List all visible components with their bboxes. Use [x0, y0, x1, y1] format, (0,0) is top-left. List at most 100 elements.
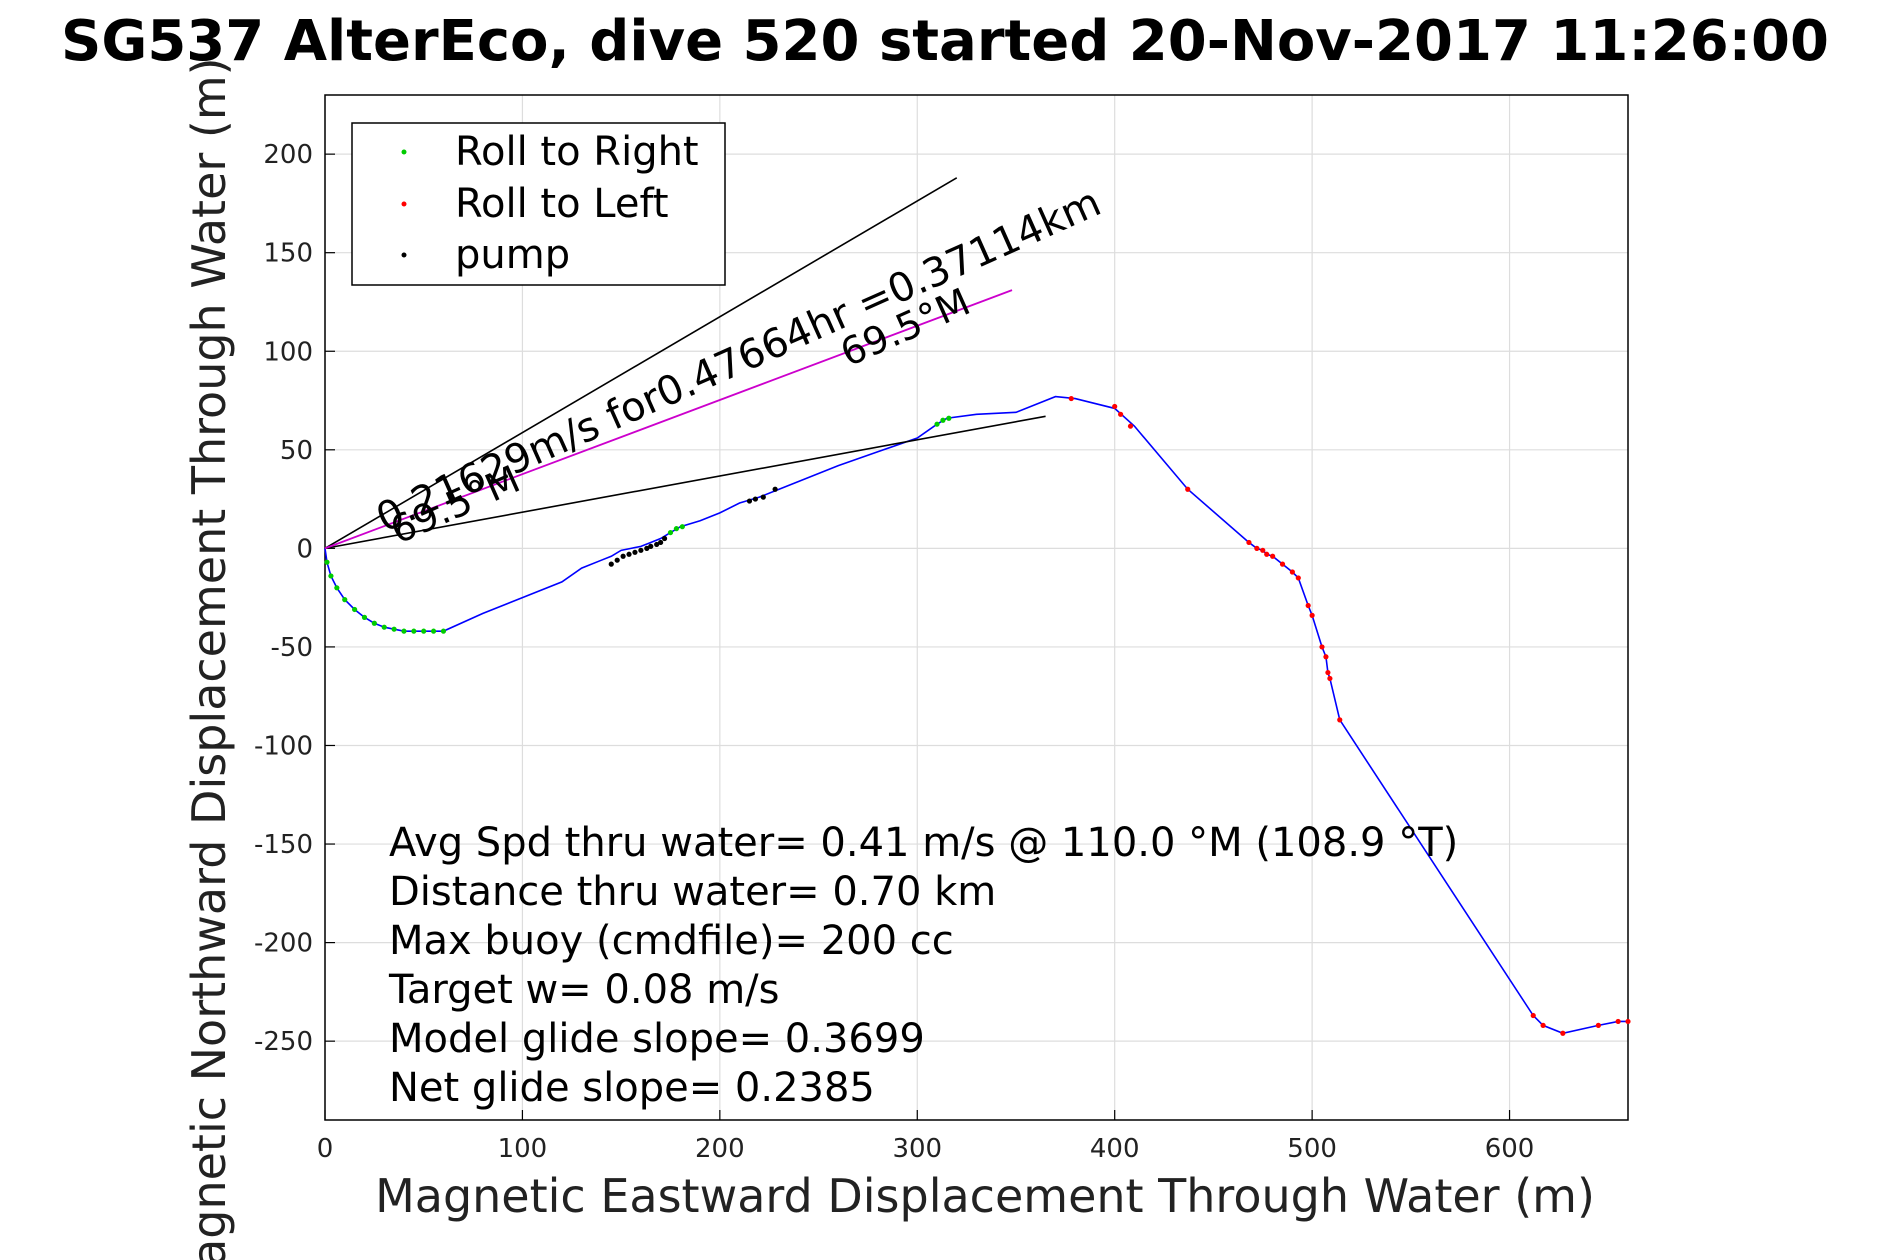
legend-marker-roll-left — [401, 201, 407, 207]
x-tick-label: 300 — [892, 1134, 942, 1164]
stats-line: Net glide slope= 0.2385 — [389, 1065, 875, 1111]
roll-to-right-point — [381, 624, 387, 630]
roll-to-right-point — [334, 585, 340, 591]
pump-point — [661, 535, 668, 542]
roll-to-right-point — [934, 421, 940, 427]
x-tick-label: 200 — [695, 1134, 745, 1164]
roll-to-left-point — [1309, 612, 1315, 618]
roll-to-right-point — [342, 597, 348, 603]
roll-to-right-point — [371, 620, 377, 626]
pump-point — [608, 561, 614, 567]
roll-to-right-point — [679, 524, 685, 530]
pump-point — [658, 539, 664, 546]
legend-box — [351, 122, 726, 286]
pump-point — [614, 557, 620, 563]
pump-point — [654, 541, 660, 548]
x-tick-label: 500 — [1287, 1134, 1337, 1164]
roll-to-right-point — [440, 628, 447, 634]
stats-line: Max buoy (cmdfile)= 200 cc — [389, 918, 954, 964]
pump-point — [746, 498, 753, 504]
stats-line: Target w= 0.08 m/s — [388, 967, 779, 1013]
roll-to-left-point — [1118, 411, 1124, 417]
average-velocity-line — [324, 289, 1013, 550]
roll-to-left-point — [1112, 403, 1118, 410]
roll-to-right-point — [324, 559, 330, 565]
roll-to-left-point — [1289, 569, 1295, 575]
roll-to-left-point — [1325, 669, 1331, 676]
roll-to-left-point — [1254, 545, 1260, 551]
pump-point — [760, 494, 766, 500]
y-tick-label: 0 — [296, 534, 313, 564]
roll-to-left-point — [1337, 717, 1343, 723]
roll-to-left-point — [1068, 395, 1074, 402]
x-axis-label: Magnetic Eastward Displacement Through W… — [375, 1169, 1595, 1223]
chart-title: SG537 AlterEco, dive 520 started 20-Nov-… — [61, 9, 1829, 74]
roll-to-left-point — [1127, 423, 1134, 429]
pump-point — [648, 543, 654, 549]
pump-point — [626, 551, 632, 557]
roll-to-left-point — [1625, 1018, 1631, 1025]
stats-line: Distance thru water= 0.70 km — [389, 869, 996, 915]
y-tick-label: 150 — [263, 239, 313, 269]
pump-point — [772, 486, 778, 492]
roll-to-right-point — [946, 415, 952, 421]
x-tick-label: 400 — [1090, 1134, 1140, 1164]
roll-to-left-point — [1185, 486, 1191, 492]
roll-to-left-point — [1615, 1018, 1621, 1025]
pump-point — [632, 549, 638, 555]
roll-to-left-point — [1530, 1012, 1536, 1019]
y-tick-label: -50 — [271, 633, 313, 663]
y-tick-label: -250 — [254, 1027, 313, 1057]
roll-to-left-point — [1305, 602, 1311, 609]
y-axis-label: Magnetic Northward Displacement Through … — [182, 57, 236, 1260]
roll-to-left-point — [1319, 644, 1325, 650]
roll-to-left-point — [1595, 1022, 1601, 1028]
y-tick-label: -100 — [254, 731, 313, 761]
roll-to-right-point — [673, 526, 680, 532]
y-tick-label: 200 — [263, 140, 313, 170]
plot-frame — [324, 94, 1629, 1121]
x-tick-label: 0 — [317, 1134, 334, 1164]
roll-to-left-point — [1279, 561, 1286, 567]
roll-to-right-point — [667, 529, 674, 536]
legend-marker-pump — [401, 252, 407, 258]
legend-marker-roll-right — [401, 149, 407, 155]
roll-to-right-point — [940, 417, 946, 423]
legend: Roll to Right Roll to Left pump — [351, 122, 726, 286]
series-layer — [324, 177, 1631, 1036]
roll-to-left-point — [1264, 551, 1270, 557]
roll-to-right-point — [401, 628, 407, 634]
roll-to-left-point — [1327, 675, 1333, 682]
roll-to-left-point — [1246, 539, 1252, 546]
y-tick-label: 50 — [280, 436, 313, 466]
roll-to-right-point — [328, 573, 334, 579]
legend-label-pump: pump — [455, 232, 570, 278]
pump-point — [752, 496, 758, 502]
heading-line — [324, 415, 1046, 550]
roll-to-right-point — [411, 628, 417, 634]
roll-to-left-point — [1540, 1022, 1546, 1028]
x-tick-label: 600 — [1485, 1134, 1535, 1164]
roll-to-right-point — [391, 626, 397, 632]
x-tick-label: 100 — [498, 1134, 548, 1164]
pump-point — [644, 545, 650, 551]
roll-to-right-point — [421, 628, 427, 634]
heading-line — [324, 177, 958, 550]
roll-to-left-point — [1295, 575, 1301, 581]
axes-layer: 0 100 200 300 400 500 600200150100500-50-100-1… — [254, 94, 1629, 1164]
roll-to-left-point — [1260, 547, 1266, 553]
y-tick-label: -150 — [254, 830, 313, 860]
roll-to-left-point — [1270, 553, 1276, 559]
roll-to-right-point — [361, 614, 368, 620]
legend-label-roll-left: Roll to Left — [455, 181, 669, 227]
roll-to-left-point — [1323, 654, 1329, 660]
pump-point — [620, 553, 626, 559]
y-tick-label: -200 — [254, 929, 313, 959]
stats-line: Avg Spd thru water= 0.41 m/s @ 110.0 °M … — [389, 820, 1458, 866]
stats-line: Model glide slope= 0.3699 — [389, 1016, 925, 1062]
pump-point — [638, 547, 644, 553]
roll-to-right-point — [430, 628, 437, 634]
roll-to-right-point — [352, 606, 358, 613]
y-tick-label: 100 — [263, 337, 313, 367]
